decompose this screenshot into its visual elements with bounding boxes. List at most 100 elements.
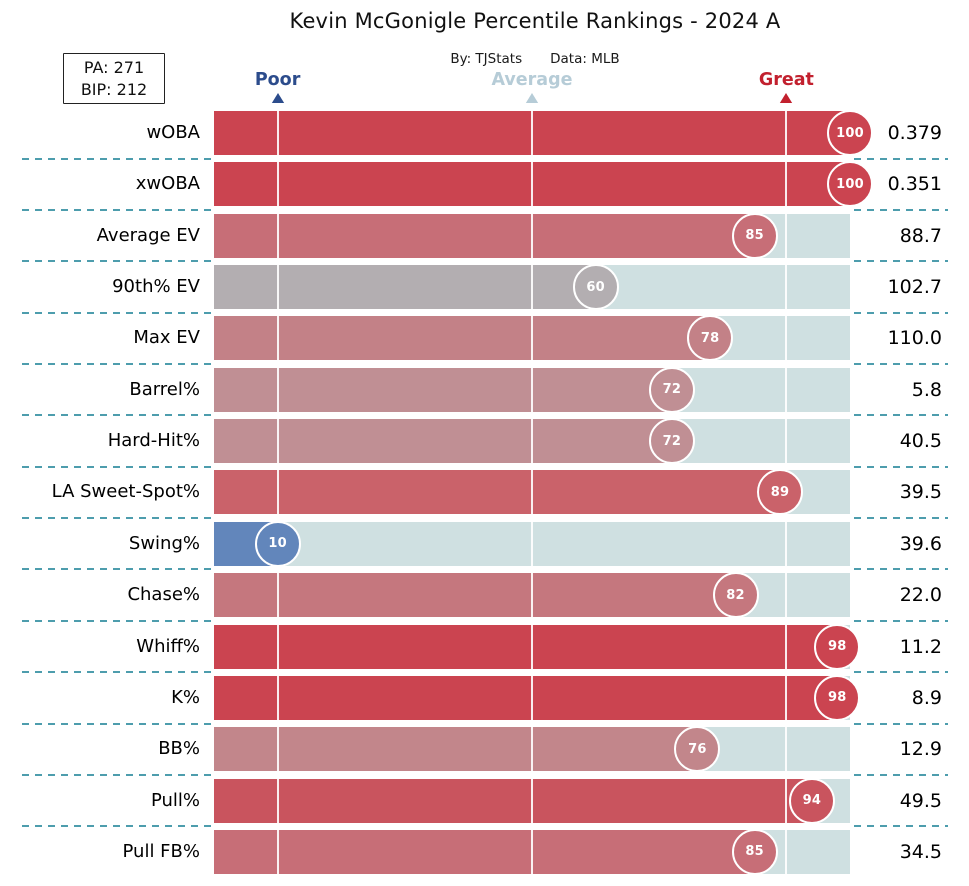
percentile-value: 72 xyxy=(662,433,682,449)
stat-value: 39.5 xyxy=(899,481,942,504)
metric-label: Pull FB% xyxy=(122,840,200,862)
chart-area: wOBA 100 0.379 xwOBA 100 0.351 Average E… xyxy=(0,103,969,886)
gridline-50th xyxy=(531,213,533,258)
gridline-10th xyxy=(276,213,279,258)
percentile-marker: 72 xyxy=(648,366,695,413)
percentile-bar: 78 xyxy=(214,315,850,362)
percentile-bar: 100 xyxy=(214,110,873,156)
percentile-value: 76 xyxy=(688,741,707,757)
stat-value: 22.0 xyxy=(899,584,942,607)
gridline-50th xyxy=(531,573,533,618)
percentile-bar: 98 xyxy=(214,674,861,721)
metric-label: Hard-Hit% xyxy=(107,430,200,452)
metric-row: Barrel% 72 5.8 xyxy=(0,366,969,413)
percentile-marker: 98 xyxy=(814,674,861,721)
bar-fill xyxy=(214,573,736,618)
gridline-50th xyxy=(531,675,533,720)
metric-row: 90th% EV 60 102.7 xyxy=(0,264,969,311)
poor-arrow-icon xyxy=(269,93,286,106)
page-title: Kevin McGonigle Percentile Rankings - 20… xyxy=(289,9,781,33)
stat-value: 110.0 xyxy=(887,327,942,350)
metric-label: xwOBA xyxy=(135,173,200,195)
great-arrow-icon xyxy=(778,93,795,106)
metric-label: LA Sweet-Spot% xyxy=(51,481,200,503)
gridline-50th xyxy=(531,727,533,772)
metric-row: K% 98 8.9 xyxy=(0,674,969,721)
percentile-marker: 100 xyxy=(827,161,873,208)
gridline-50th xyxy=(531,316,533,361)
gridline-50th xyxy=(531,419,533,464)
percentile-value: 100 xyxy=(836,176,864,192)
percentile-value: 98 xyxy=(828,690,847,706)
percentile-marker: 89 xyxy=(757,469,804,516)
percentile-value: 89 xyxy=(770,484,790,500)
gridline-50th xyxy=(531,521,533,566)
gridline-50th xyxy=(531,367,533,412)
percentile-bar: 72 xyxy=(214,366,850,413)
gridline-90th xyxy=(785,624,788,669)
bar-fill xyxy=(214,675,838,720)
bar-fill xyxy=(214,624,838,669)
metric-label: Whiff% xyxy=(136,635,200,657)
percentile-marker: 82 xyxy=(712,572,759,619)
gridline-90th xyxy=(785,419,788,464)
metric-row: Max EV 78 110.0 xyxy=(0,315,969,362)
percentile-value: 100 xyxy=(836,125,864,141)
percentile-bar: 89 xyxy=(214,469,850,516)
stat-value: 8.9 xyxy=(911,686,942,709)
gridline-10th xyxy=(276,111,279,155)
bar-fill xyxy=(214,470,781,515)
stat-value: 0.379 xyxy=(887,122,942,144)
bar-fill xyxy=(214,778,812,823)
scale-label-average: Average xyxy=(491,70,573,90)
metric-label: wOBA xyxy=(146,122,200,143)
gridline-90th xyxy=(785,573,788,618)
percentile-bar: 82 xyxy=(214,572,850,619)
percentile-bar: 100 xyxy=(214,161,873,208)
stat-value: 88.7 xyxy=(899,224,942,247)
stat-value: 12.9 xyxy=(899,738,942,761)
gridline-90th xyxy=(785,675,788,720)
stat-value: 49.5 xyxy=(899,789,942,812)
gridline-10th xyxy=(276,419,279,464)
gridline-50th xyxy=(531,829,533,874)
metric-row: Whiff% 98 11.2 xyxy=(0,623,969,670)
metric-label: K% xyxy=(171,686,200,708)
metric-label: Swing% xyxy=(128,532,200,554)
metric-row: LA Sweet-Spot% 89 39.5 xyxy=(0,469,969,516)
percentile-value: 98 xyxy=(828,639,847,654)
gridline-10th xyxy=(276,624,279,669)
gridline-10th xyxy=(276,162,279,207)
stat-value: 5.8 xyxy=(911,378,942,401)
bar-fill xyxy=(214,419,672,464)
metric-label: 90th% EV xyxy=(112,276,200,298)
gridline-90th xyxy=(785,316,788,361)
gridline-10th xyxy=(276,367,279,412)
metric-label: Pull% xyxy=(150,789,200,811)
gridline-50th xyxy=(531,111,533,155)
percentile-marker: 98 xyxy=(814,623,861,670)
percentile-marker: 76 xyxy=(674,726,721,773)
stat-value: 34.5 xyxy=(899,840,942,863)
stat-value: 40.5 xyxy=(899,430,942,453)
byline-text: By: TJStats xyxy=(450,51,523,67)
gridline-90th xyxy=(785,162,788,207)
gridline-10th xyxy=(276,470,279,515)
gridline-50th xyxy=(531,470,533,515)
percentile-value: 10 xyxy=(268,536,287,552)
stat-value: 11.2 xyxy=(899,635,942,658)
gridline-90th xyxy=(785,111,788,155)
metric-label: Barrel% xyxy=(129,378,200,400)
bip-count: BIP: 212 xyxy=(80,79,148,99)
bar-fill xyxy=(214,213,755,258)
percentile-bar: 98 xyxy=(214,623,861,670)
percentile-bar: 85 xyxy=(214,828,850,875)
metric-row: Hard-Hit% 72 40.5 xyxy=(0,418,969,465)
percentile-marker: 72 xyxy=(648,418,695,465)
scale-label-great: Great xyxy=(758,70,814,90)
average-arrow-icon xyxy=(524,93,540,106)
percentile-value: 85 xyxy=(745,228,764,244)
percentile-marker: 10 xyxy=(254,520,301,567)
percentile-value: 94 xyxy=(802,793,822,809)
